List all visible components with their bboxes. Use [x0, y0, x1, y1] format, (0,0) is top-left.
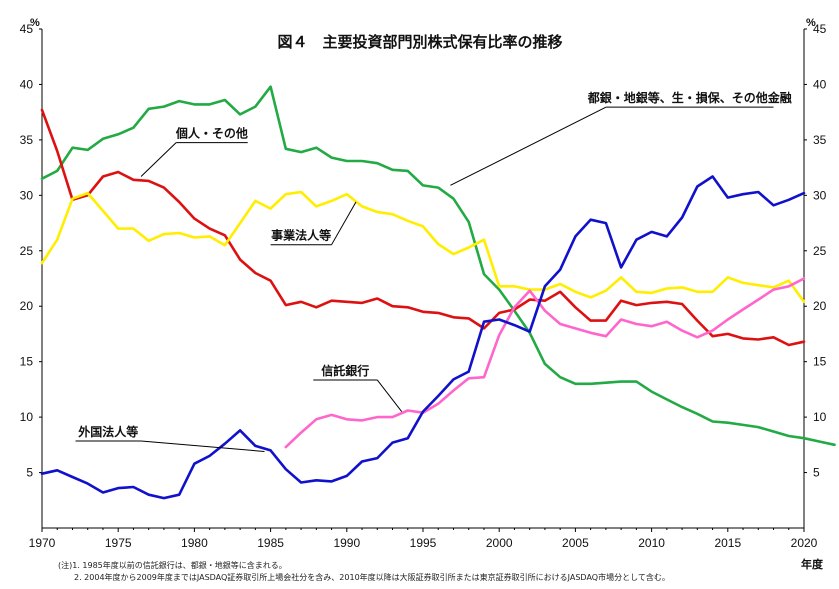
y-tick-label-left: 10	[20, 410, 34, 424]
y-tick-label-left: 40	[20, 77, 34, 91]
y-unit-left: %	[30, 17, 40, 29]
y-tick-label-left: 20	[20, 299, 34, 313]
y-tick-label-right: 5	[813, 466, 820, 480]
series-line-0: 都銀・地銀等、生・損保、その他金融	[40, 85, 836, 447]
y-tick-label-left: 35	[20, 133, 34, 147]
y-tick-label-right: 35	[813, 133, 827, 147]
y-tick-label-left: 30	[20, 188, 34, 202]
x-tick-label: 1975	[105, 536, 132, 550]
annotation-leader	[376, 379, 403, 412]
x-tick-label: 2015	[714, 536, 741, 550]
footnote-1: (注)1. 1985年度以前の信託銀行は、都銀・地銀等に含まれる。	[58, 561, 287, 570]
y-tick-label-left: 5	[26, 466, 33, 480]
y-tick-label-right: 15	[813, 355, 827, 369]
y-tick-label-left: 45	[20, 22, 34, 36]
series-line-1: 個人・その他	[40, 108, 806, 347]
x-tick-label: 2000	[486, 536, 513, 550]
footnote-2: 2. 2004年度から2009年度まではJASDAQ証券取引所上場会社分を含み、…	[74, 573, 670, 582]
series-line-4: 外国法人等	[40, 175, 806, 500]
y-tick-label-right: 40	[813, 77, 827, 91]
y-tick-label-right: 30	[813, 188, 827, 202]
x-tick-label: 2005	[562, 536, 589, 550]
annotation-leader	[331, 201, 357, 245]
y-tick-label-right: 25	[813, 244, 827, 258]
x-unit: 年度	[801, 557, 824, 571]
y-tick-label-left: 15	[20, 355, 34, 369]
series-line-2: 事業法人等	[40, 190, 806, 304]
chart-axes: 1970 1975 1980 1985 1990 1995 2000 2005 2010 2015…	[20, 22, 827, 550]
annotation-leader	[141, 440, 265, 452]
series-line-3: 信託銀行	[284, 277, 806, 449]
annotation-label: 信託銀行	[321, 363, 369, 378]
annotation-leader	[140, 142, 177, 177]
x-tick-label: 1985	[257, 536, 284, 550]
x-tick-label: 1990	[333, 536, 360, 550]
y-tick-label-right: 45	[813, 22, 827, 36]
x-tick-label: 1980	[181, 536, 208, 550]
annotation-label: 個人・その他	[175, 126, 248, 141]
annotation-label: 都銀・地銀等、生・損保、その他金融	[587, 90, 792, 105]
y-tick-label-right: 10	[813, 410, 827, 424]
x-tick-label: 1970	[29, 536, 56, 550]
annotation-label: 事業法人等	[271, 228, 331, 243]
annotation-leader	[450, 106, 607, 186]
x-tick-label: 2010	[638, 536, 665, 550]
y-tick-label-right: 20	[813, 299, 827, 313]
chart-title: 図４ 主要投資部門別株式保有比率の推移	[277, 33, 562, 51]
x-tick-label: 2020	[791, 536, 818, 550]
x-tick-label: 1995	[410, 536, 437, 550]
y-unit-right: %	[806, 17, 816, 29]
annotation-label: 外国法人等	[78, 424, 138, 439]
y-tick-label-left: 25	[20, 244, 34, 258]
